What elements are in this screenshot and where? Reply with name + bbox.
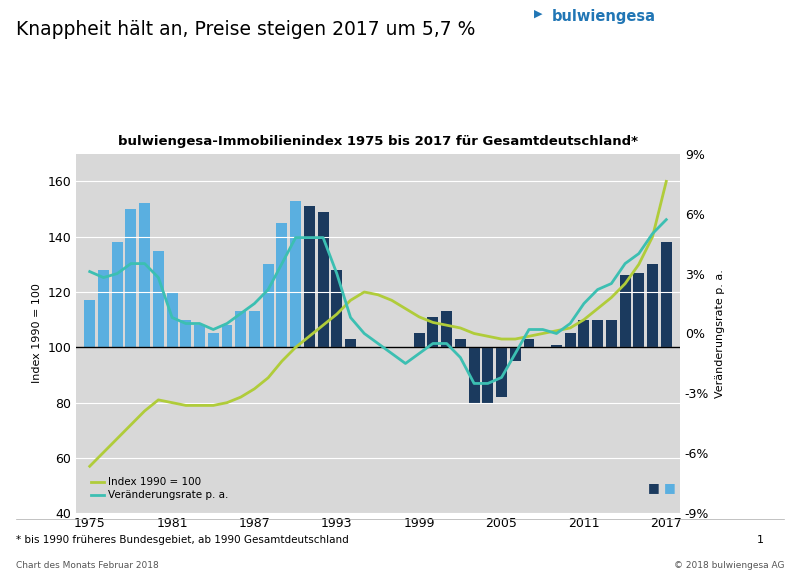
- Bar: [345, 339, 356, 347]
- Text: * bis 1990 früheres Bundesgebiet, ab 1990 Gesamtdeutschland: * bis 1990 früheres Bundesgebiet, ab 199…: [16, 535, 349, 545]
- Text: ▶: ▶: [534, 9, 543, 19]
- Bar: [304, 206, 315, 347]
- Bar: [112, 242, 122, 347]
- Bar: [180, 320, 191, 347]
- Bar: [98, 270, 109, 347]
- Bar: [331, 270, 342, 347]
- Text: 1: 1: [757, 535, 764, 545]
- Bar: [578, 320, 590, 347]
- Bar: [482, 347, 494, 403]
- Y-axis label: Veränderungsrate p. a.: Veränderungsrate p. a.: [714, 269, 725, 398]
- Legend: Index 1990 = 100, Veränderungsrate p. a.: Index 1990 = 100, Veränderungsrate p. a.: [87, 473, 233, 505]
- Bar: [84, 300, 95, 347]
- Bar: [634, 273, 644, 347]
- Bar: [647, 264, 658, 347]
- Y-axis label: Index 1990 = 100: Index 1990 = 100: [32, 284, 42, 383]
- Bar: [427, 317, 438, 347]
- Text: ■: ■: [664, 481, 676, 494]
- Bar: [661, 242, 672, 347]
- Bar: [126, 209, 136, 347]
- Bar: [441, 311, 452, 347]
- Bar: [565, 334, 576, 347]
- Bar: [290, 201, 301, 347]
- Bar: [469, 347, 479, 403]
- Text: Knappheit hält an, Preise steigen 2017 um 5,7 %: Knappheit hält an, Preise steigen 2017 u…: [16, 20, 475, 39]
- Text: © 2018 bulwiengesa AG: © 2018 bulwiengesa AG: [674, 560, 784, 570]
- Bar: [592, 320, 603, 347]
- Text: Chart des Monats Februar 2018: Chart des Monats Februar 2018: [16, 560, 158, 570]
- Bar: [496, 347, 507, 397]
- Bar: [249, 311, 260, 347]
- Bar: [166, 292, 178, 347]
- Bar: [606, 320, 617, 347]
- Bar: [510, 347, 521, 361]
- Bar: [523, 339, 534, 347]
- Bar: [235, 311, 246, 347]
- Bar: [414, 334, 425, 347]
- Bar: [262, 264, 274, 347]
- Bar: [222, 325, 233, 347]
- Bar: [153, 251, 164, 347]
- Bar: [208, 334, 218, 347]
- Bar: [551, 345, 562, 347]
- Text: ■: ■: [648, 481, 660, 494]
- Bar: [139, 204, 150, 347]
- Bar: [455, 339, 466, 347]
- Bar: [620, 276, 630, 347]
- Bar: [277, 223, 287, 347]
- Bar: [318, 212, 329, 347]
- Text: bulwiengesa: bulwiengesa: [552, 9, 656, 24]
- Bar: [194, 325, 205, 347]
- Title: bulwiengesa-Immobilienindex 1975 bis 2017 für Gesamtdeutschland*: bulwiengesa-Immobilienindex 1975 bis 201…: [118, 135, 638, 148]
